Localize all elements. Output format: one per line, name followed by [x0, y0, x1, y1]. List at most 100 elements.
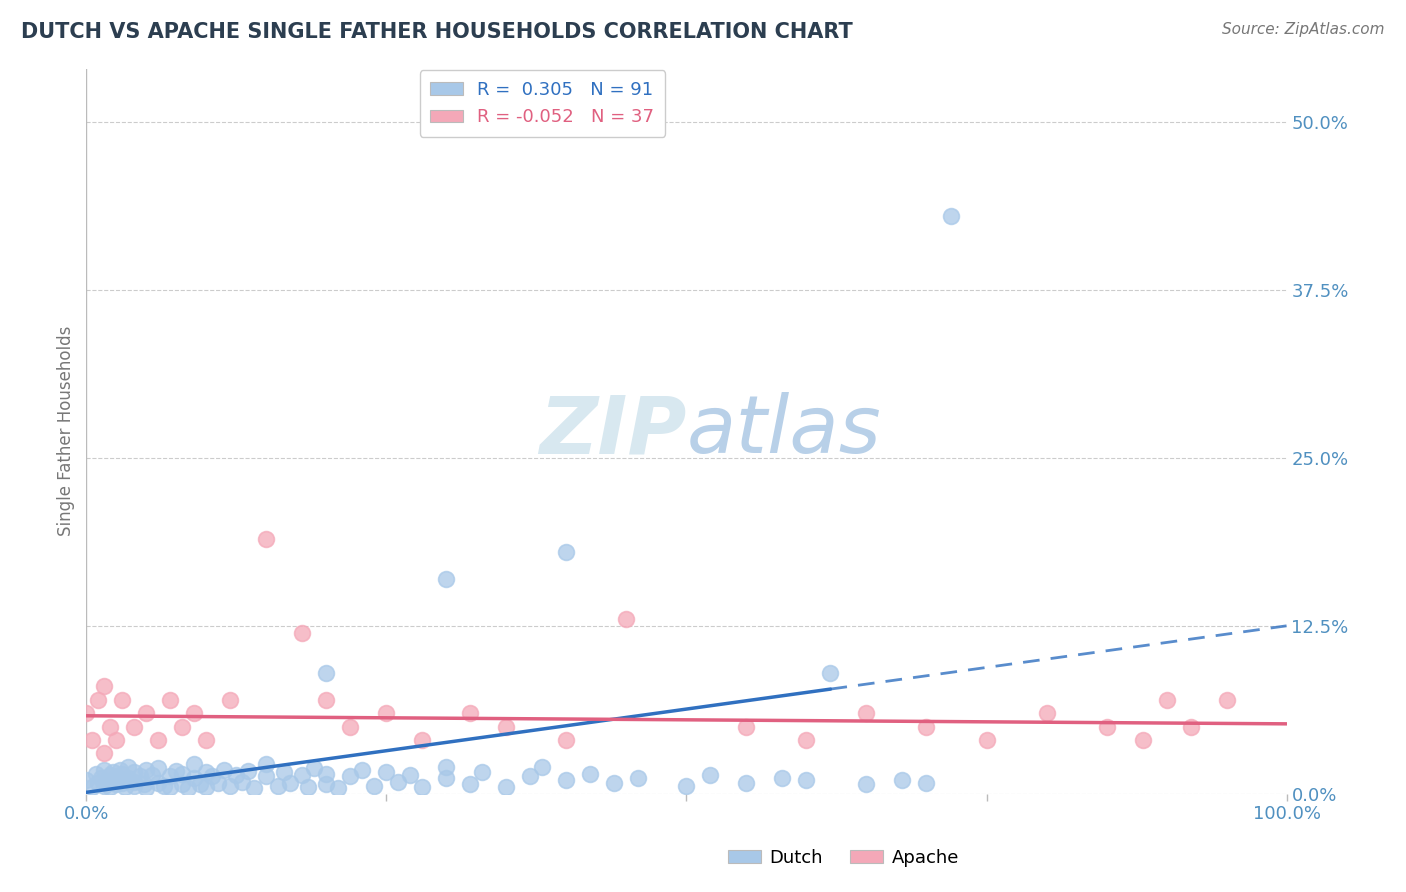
Point [177, 781, 200, 796]
Point [411, 780, 433, 794]
Point [141, 768, 163, 782]
Point [87, 776, 110, 790]
Point [1132, 733, 1154, 747]
Point [434, 760, 457, 774]
Point [111, 776, 134, 790]
Point [915, 719, 938, 733]
Point [111, 692, 134, 706]
Point [375, 765, 398, 780]
Point [315, 777, 337, 791]
Point [124, 774, 146, 789]
Point [254, 532, 277, 546]
Point [976, 733, 998, 747]
Point [97, 774, 120, 789]
Point [172, 777, 194, 791]
Point [183, 757, 205, 772]
Point [148, 776, 170, 790]
Point [243, 781, 266, 796]
Point [399, 768, 422, 782]
Point [1156, 692, 1178, 706]
Point [291, 768, 314, 782]
Point [124, 719, 146, 733]
Point [891, 773, 914, 788]
Point [855, 777, 877, 791]
Point [148, 761, 170, 775]
Point [93, 779, 115, 793]
Legend: R =  0.305   N = 91, R = -0.052   N = 37: R = 0.305 N = 91, R = -0.052 N = 37 [419, 70, 665, 137]
Point [297, 780, 319, 794]
Point [352, 763, 374, 777]
Point [111, 766, 134, 780]
Point [105, 777, 128, 791]
Point [114, 780, 136, 794]
Point [207, 776, 229, 790]
Legend: Dutch, Apache: Dutch, Apache [721, 842, 966, 874]
Point [1215, 692, 1237, 706]
Point [172, 766, 194, 780]
Point [105, 771, 128, 785]
Point [124, 779, 146, 793]
Point [214, 763, 236, 777]
Point [84, 766, 107, 780]
Point [555, 773, 578, 788]
Point [315, 692, 337, 706]
Point [101, 765, 124, 780]
Point [132, 777, 155, 791]
Point [82, 780, 104, 794]
Point [267, 779, 290, 793]
Point [201, 769, 224, 783]
Point [363, 779, 385, 793]
Point [699, 768, 721, 782]
Point [117, 771, 139, 785]
Point [148, 733, 170, 747]
Point [280, 776, 302, 790]
Point [772, 771, 794, 785]
Point [460, 777, 482, 791]
Text: ZIP: ZIP [538, 392, 686, 470]
Point [75, 706, 97, 720]
Point [98, 780, 121, 794]
Point [135, 763, 157, 777]
Point [254, 757, 277, 772]
Point [616, 612, 638, 626]
Point [238, 764, 260, 778]
Point [219, 779, 242, 793]
Point [172, 719, 194, 733]
Point [555, 733, 578, 747]
Point [124, 765, 146, 780]
Point [82, 733, 104, 747]
Point [195, 733, 218, 747]
Point [675, 779, 697, 793]
Point [375, 706, 398, 720]
Point [460, 706, 482, 720]
Point [135, 706, 157, 720]
Point [531, 760, 554, 774]
Point [495, 780, 517, 794]
Point [93, 679, 115, 693]
Point [98, 768, 121, 782]
Point [98, 719, 121, 733]
Point [183, 771, 205, 785]
Point [273, 765, 295, 780]
Point [939, 209, 962, 223]
Point [159, 769, 181, 783]
Point [108, 763, 131, 777]
Point [555, 545, 578, 559]
Y-axis label: Single Father Households: Single Father Households [58, 326, 75, 536]
Point [434, 771, 457, 785]
Point [855, 706, 877, 720]
Point [796, 733, 818, 747]
Point [627, 771, 650, 785]
Point [153, 779, 176, 793]
Point [519, 769, 541, 783]
Point [315, 766, 337, 780]
Point [188, 777, 211, 791]
Point [183, 706, 205, 720]
Point [195, 780, 218, 794]
Point [820, 665, 842, 680]
Point [129, 769, 152, 783]
Point [915, 776, 938, 790]
Point [87, 692, 110, 706]
Point [304, 761, 326, 775]
Text: Source: ZipAtlas.com: Source: ZipAtlas.com [1222, 22, 1385, 37]
